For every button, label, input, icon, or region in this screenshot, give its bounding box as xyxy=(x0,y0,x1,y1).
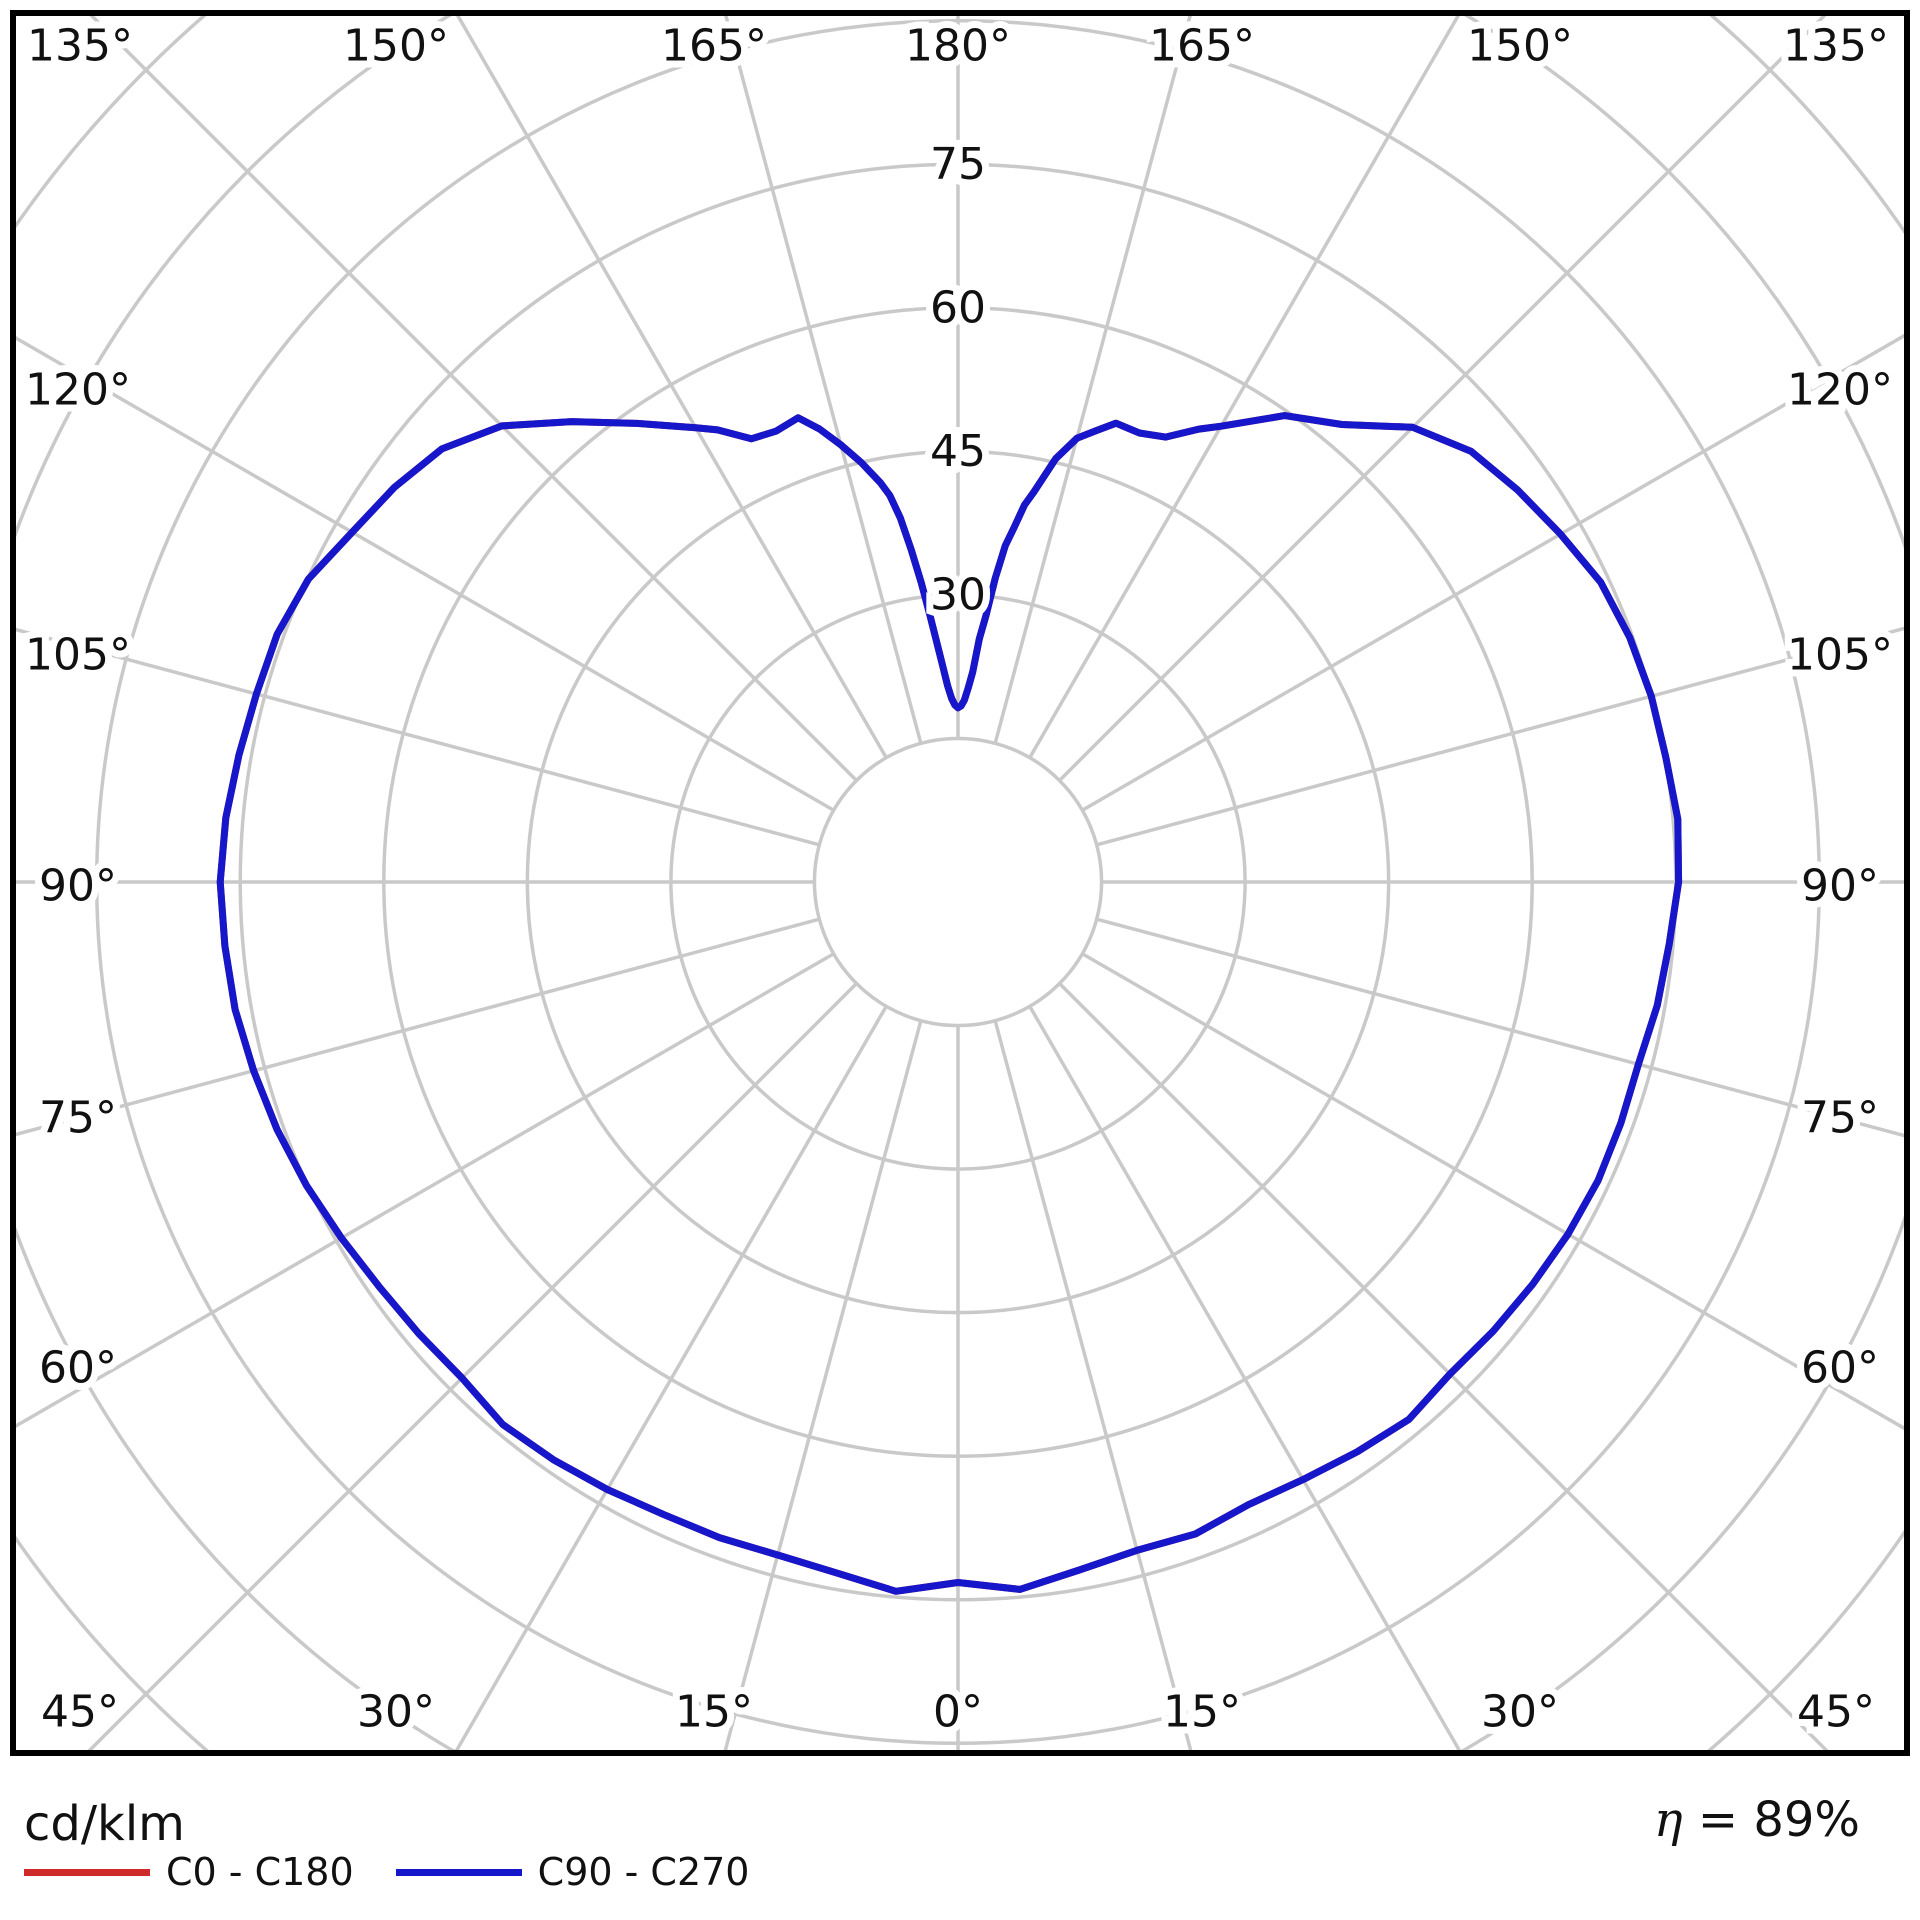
angle-label-top-left-150: 150° xyxy=(343,21,449,72)
angle-label-left-60: 60° xyxy=(39,1343,117,1394)
angle-label-top-left-180: 180° xyxy=(905,21,1011,72)
angle-label-left-75: 75° xyxy=(39,1093,117,1144)
legend-label-c90: C90 - C270 xyxy=(537,1850,750,1894)
grid-spoke-150 xyxy=(1028,13,1462,759)
light-output-ratio: η = 89% xyxy=(1654,1792,1860,1848)
c0-line-swatch xyxy=(24,1868,150,1876)
radial-tick-60: 60 xyxy=(930,282,986,333)
legend-item-c0: C0 - C180 xyxy=(24,1850,354,1894)
angle-label-top-left-165: 165° xyxy=(661,21,767,72)
grid-spoke-120 xyxy=(1081,332,1907,812)
plot-frame xyxy=(10,10,1910,1756)
grid-spoke-255 xyxy=(13,626,820,847)
grid-spoke-165 xyxy=(993,13,1193,744)
radial-tick-30: 30 xyxy=(930,569,986,620)
angle-label-left-105: 105° xyxy=(25,630,131,681)
grid-spoke-315 xyxy=(84,982,858,1753)
angle-label-bottom-left-0: 0° xyxy=(933,1687,983,1738)
legend-label-c0: C0 - C180 xyxy=(166,1850,354,1894)
grid-spoke-225 xyxy=(86,13,858,782)
grid-spoke-60 xyxy=(1081,952,1907,1432)
grid-spoke-45 xyxy=(1058,982,1832,1753)
grid-spoke-330 xyxy=(453,1005,888,1753)
grid-spoke-135 xyxy=(1058,13,1830,782)
angle-label-left-120: 120° xyxy=(25,365,131,416)
legend-item-c90: C90 - C270 xyxy=(395,1850,750,1894)
grid-spoke-75 xyxy=(1096,917,1907,1139)
angle-label-bottom-left-45: 45° xyxy=(41,1687,119,1738)
angle-label-bottom-right-15: 15° xyxy=(1163,1687,1241,1738)
angle-label-top-right-165: 165° xyxy=(1149,21,1255,72)
angle-label-bottom-right-30: 30° xyxy=(1481,1687,1559,1738)
eta-value: = 89% xyxy=(1682,1792,1860,1848)
grid-spoke-300 xyxy=(13,952,835,1430)
grid-spoke-240 xyxy=(13,334,835,812)
grid-spoke-195 xyxy=(723,13,923,744)
angle-label-left-90: 90° xyxy=(39,861,117,912)
angle-label-right-120: 120° xyxy=(1787,365,1893,416)
angle-label-right-90: 90° xyxy=(1801,861,1879,912)
grid-spoke-15 xyxy=(993,1020,1194,1753)
grid-spoke-30 xyxy=(1028,1005,1463,1753)
c90-line-swatch xyxy=(395,1868,522,1876)
legend: C0 - C180 C90 - C270 xyxy=(24,1850,773,1894)
angle-label-right-105: 105° xyxy=(1787,630,1893,681)
angle-label-top-left-135: 135° xyxy=(27,21,133,72)
radial-tick-45: 45 xyxy=(930,426,986,477)
eta-symbol: η xyxy=(1653,1792,1683,1848)
radial-tick-75: 75 xyxy=(930,139,986,190)
grid-spoke-285 xyxy=(13,917,820,1138)
angle-label-bottom-left-30: 30° xyxy=(357,1687,435,1738)
grid-spoke-105 xyxy=(1096,625,1907,847)
units-label: cd/klm xyxy=(24,1796,185,1852)
grid-spoke-210 xyxy=(454,13,888,759)
angle-label-right-60: 60° xyxy=(1801,1343,1879,1394)
angle-label-right-75: 75° xyxy=(1801,1093,1879,1144)
angle-label-bottom-right-45: 45° xyxy=(1797,1687,1875,1738)
grid-circle-15 xyxy=(812,736,1104,1028)
angle-label-top-right-135: 135° xyxy=(1783,21,1889,72)
curve-c90-c270 xyxy=(216,412,1683,1595)
angle-label-top-right-150: 150° xyxy=(1467,21,1573,72)
grid-spoke-345 xyxy=(722,1020,923,1753)
angle-label-bottom-left-15: 15° xyxy=(675,1687,753,1738)
